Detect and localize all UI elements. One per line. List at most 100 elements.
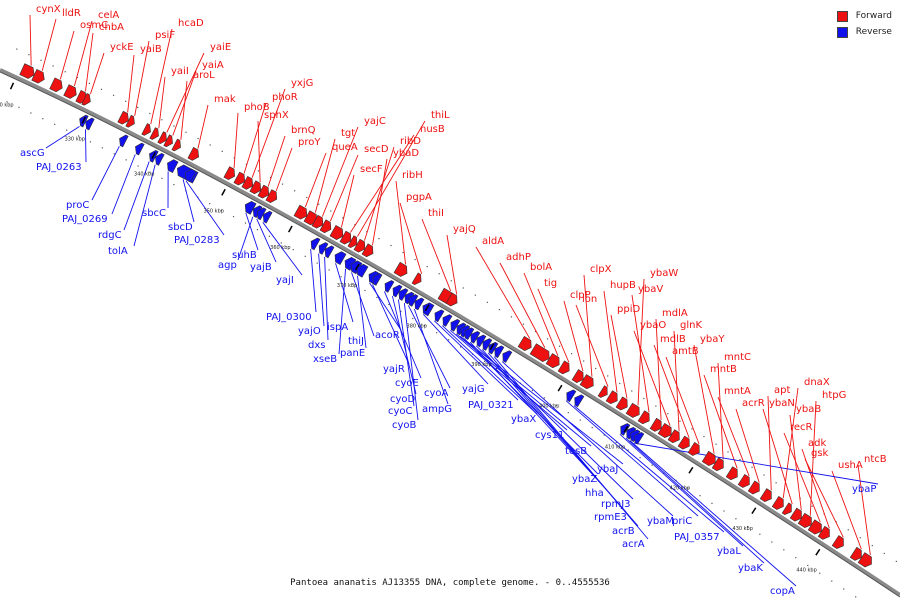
tick-dot: [161, 177, 163, 179]
suhB-gene-label: suhB: [232, 250, 257, 261]
hupB-gene-label: hupB: [610, 280, 636, 291]
ybaM-leader: [501, 361, 674, 517]
rdgC-gene-label: rdgC: [98, 230, 122, 241]
tick-dot: [619, 382, 621, 385]
legend: Forward Reverse: [836, 8, 892, 40]
tick-dot: [412, 317, 414, 320]
cyoA-gene-label: cyoA: [424, 388, 449, 399]
tick-dot: [871, 544, 873, 547]
ispA-gene-label: ispA: [327, 322, 348, 333]
tick-dot: [534, 330, 537, 333]
ybaK-leader: [625, 437, 765, 564]
genome-backbone-shadow: [0, 71, 900, 598]
secD-leader: [329, 154, 359, 222]
tick-dot: [316, 262, 318, 264]
tesB-gene-label: tesB: [565, 446, 587, 457]
tick-dot: [691, 428, 693, 430]
glnK-gene-arrow: [667, 429, 680, 444]
genome-backbone: [0, 68, 900, 597]
kbp-label: 430 kbp: [733, 526, 753, 532]
PAJ_0263-gene-arrow: [85, 117, 95, 131]
priC-gene-label: priC: [672, 516, 692, 527]
phoR-leader: [243, 102, 267, 174]
tick-dot: [342, 217, 344, 219]
tick-dot: [137, 106, 139, 109]
osmC-leader: [59, 30, 75, 80]
kbp-label: 390 kbp: [471, 362, 491, 368]
tick-dot: [244, 222, 247, 224]
yckE-gene-label: yckE: [110, 42, 134, 53]
tick-dot: [388, 303, 390, 306]
proC-gene-label: proC: [66, 200, 89, 211]
ntcB-leader: [857, 464, 871, 556]
thiI-gene-label: thiI: [428, 208, 444, 219]
yxjG-gene-arrow: [241, 175, 254, 190]
kbp-label: 370 kbp: [337, 283, 357, 289]
sphX-gene-label: sphX: [264, 110, 289, 121]
dnaX-gene-label: dnaX: [804, 377, 830, 388]
ispA-gene-arrow: [334, 251, 347, 266]
ampG-gene-label: ampG: [422, 404, 452, 415]
mntA-gene-arrow: [737, 473, 750, 488]
thiJ-leader: [351, 272, 375, 337]
yaiA-gene-label: yaiA: [202, 60, 224, 71]
amtB-leader: [665, 356, 700, 445]
kbp-label: 420 kbp: [670, 486, 690, 492]
genome-caption: Pantoea ananatis AJ13355 DNA, complete g…: [290, 578, 610, 588]
tesB-leader: [455, 333, 592, 447]
yajO-leader: [318, 253, 325, 327]
ybaO-leader: [633, 330, 671, 426]
yajI-gene-label: yajI: [276, 275, 294, 286]
PAJ_0321-gene-label: PAJ_0321: [468, 400, 514, 411]
tick-dot: [414, 258, 416, 261]
tick-dot: [89, 141, 92, 143]
adhP-leader: [499, 262, 546, 348]
proC-leader: [91, 146, 120, 201]
kbp-tick: [151, 151, 156, 159]
tick-dot: [711, 502, 713, 504]
mntA-leader: [717, 396, 750, 477]
yajR-leader: [372, 284, 410, 365]
mntC-gene-arrow: [711, 457, 724, 472]
kbp-label: 320 kbp: [0, 103, 14, 109]
kbp-label: 360 kbp: [270, 245, 290, 251]
yajQ-gene-label: yajQ: [453, 224, 476, 235]
tick-dot: [651, 464, 653, 466]
dxs-gene-label: dxs: [308, 340, 325, 351]
yckE-gene-arrow: [81, 92, 91, 106]
cyoD-gene-label: cyoD: [390, 394, 416, 405]
tick-dot: [30, 112, 32, 114]
clpX-gene-label: clpX: [590, 264, 612, 275]
tick-dot: [280, 242, 282, 244]
bolA-gene-arrow: [545, 353, 560, 369]
panE-leader: [357, 275, 367, 349]
yajR-gene-arrow: [372, 273, 383, 286]
tick-dot: [364, 289, 366, 292]
mak-gene-arrow: [187, 146, 200, 161]
tick-dot: [687, 487, 689, 489]
yajR-gene-label: yajR: [383, 364, 405, 375]
tick-dot: [292, 248, 294, 251]
queA-leader: [304, 152, 327, 208]
kbp-tick: [424, 304, 430, 312]
hcaD-gene-label: hcaD: [178, 18, 204, 29]
kbp-label: 380 kbp: [407, 323, 427, 329]
reverse-swatch: [836, 26, 848, 38]
lon-gene-label: lon: [582, 294, 597, 305]
htpG-gene-arrow: [797, 512, 812, 529]
yaiI-leader: [158, 76, 166, 129]
gsk-gene-label: gsk: [811, 448, 829, 459]
tig-gene-label: tig: [544, 278, 557, 289]
osmC-gene-label: osmC: [80, 20, 108, 31]
ybaM-gene-label: ybaM: [647, 516, 674, 527]
copA-gene-label: copA: [770, 586, 795, 597]
tick-dot: [424, 324, 426, 327]
recR-leader: [783, 432, 821, 523]
PAJ_0263-gene-label: PAJ_0263: [36, 162, 82, 173]
tick-dot: [615, 441, 617, 444]
tick-dot: [595, 367, 597, 370]
legend-reverse: Reverse: [836, 24, 892, 40]
tolA-gene-arrow: [155, 153, 165, 166]
adhP-gene-arrow: [529, 343, 550, 362]
yaiB-gene-label: yaiB: [140, 44, 162, 55]
